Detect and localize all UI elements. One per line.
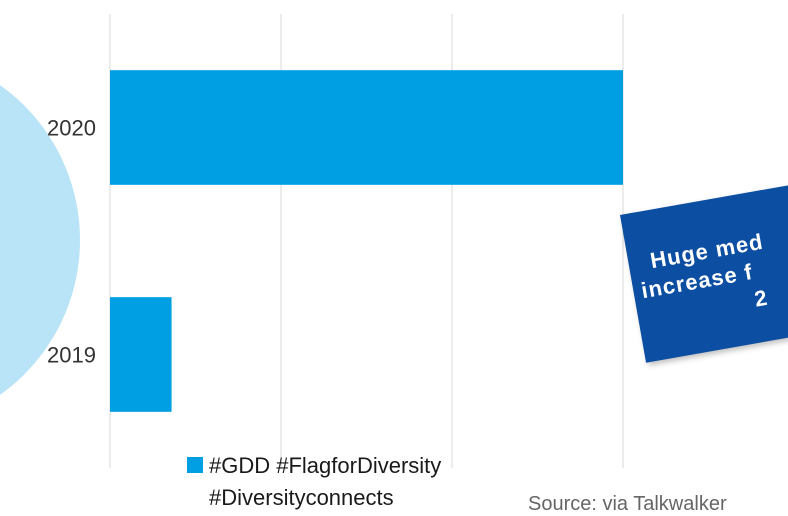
legend-line-2: #Diversityconnects [209, 485, 394, 510]
source-note: Source: via Talkwalker [528, 493, 727, 515]
legend-row-1: #GDD #FlagforDiversity [187, 450, 441, 482]
legend-line-1: #GDD #FlagforDiversity [209, 453, 442, 478]
category-labels: 2020 2019 [47, 116, 96, 368]
callout-line-3: 2 [752, 284, 770, 312]
legend-swatch [187, 457, 203, 473]
bar-2019 [110, 297, 172, 412]
background-circle [0, 85, 80, 395]
category-label-2020: 2020 [47, 116, 96, 141]
bars [110, 70, 623, 412]
legend: #GDD #FlagforDiversity #Diversityconnect… [187, 450, 441, 514]
bar-2020 [110, 70, 623, 185]
category-label-2019: 2019 [47, 343, 96, 368]
